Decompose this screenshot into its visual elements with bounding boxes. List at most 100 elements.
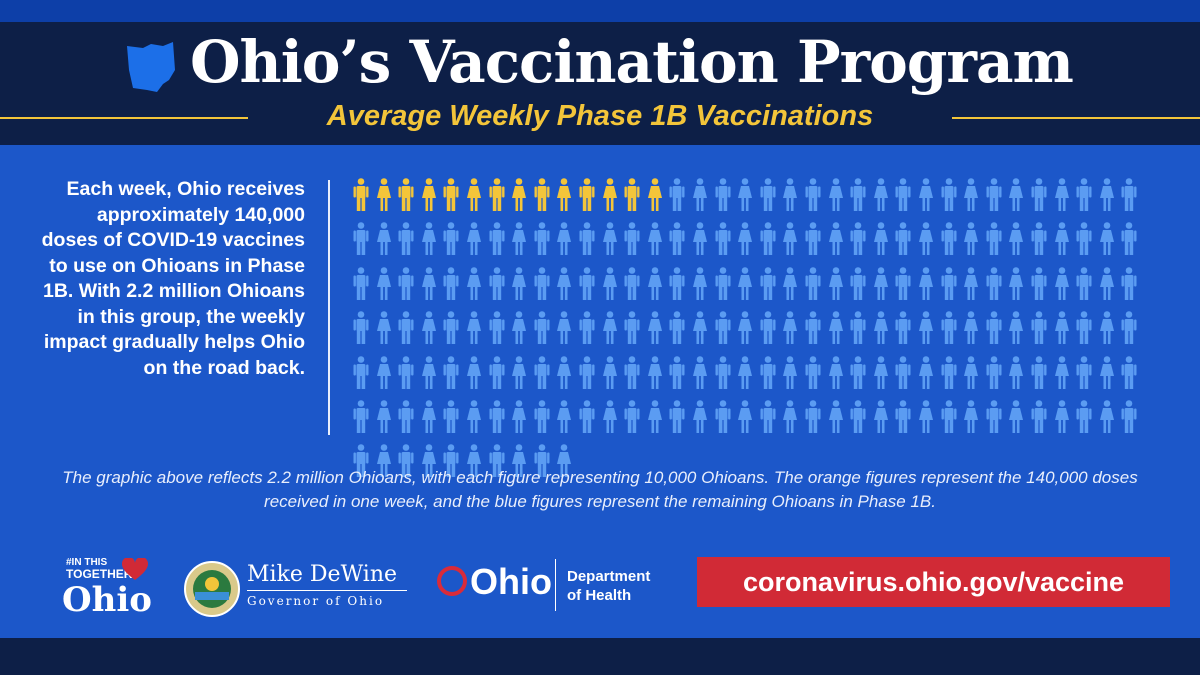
person-icon-remaining: [1009, 355, 1024, 389]
person-icon-remaining: [964, 355, 979, 389]
person-icon-remaining: [489, 222, 505, 256]
subtitle-rule-left: [0, 117, 248, 119]
person-icon-remaining: [579, 222, 595, 256]
person-icon-remaining: [850, 222, 866, 256]
person-icon-remaining: [1099, 266, 1114, 300]
person-icon-remaining: [353, 266, 369, 300]
person-icon-remaining: [602, 222, 617, 256]
person-icon-vaccinated: [579, 178, 595, 211]
person-icon-remaining: [1009, 400, 1024, 433]
person-icon-remaining: [941, 355, 957, 389]
person-icon-remaining: [1054, 222, 1069, 256]
page-title: Ohio’s Vaccination Program: [190, 28, 1074, 96]
person-icon-remaining: [919, 355, 933, 389]
person-icon-remaining: [602, 266, 617, 300]
person-icon-remaining: [873, 222, 888, 256]
person-icon-remaining: [443, 400, 459, 433]
person-icon-remaining: [1121, 400, 1137, 433]
person-icon-remaining: [1121, 311, 1137, 345]
person-icon-remaining: [986, 222, 1002, 256]
person-icon-remaining: [693, 355, 707, 389]
person-icon-remaining: [715, 400, 731, 433]
person-icon-remaining: [353, 355, 369, 389]
person-icon-remaining: [579, 311, 595, 345]
person-icon-remaining: [467, 444, 481, 478]
person-icon-remaining: [873, 355, 888, 389]
person-icon-remaining: [669, 355, 685, 389]
person-icon-remaining: [919, 178, 933, 211]
person-icon-remaining: [376, 311, 391, 345]
person-icon-remaining: [964, 178, 979, 211]
person-icon-remaining: [647, 266, 662, 300]
governor-rule: [247, 590, 407, 591]
person-icon-remaining: [738, 222, 753, 256]
person-icon-remaining: [1054, 400, 1069, 433]
person-icon-remaining: [443, 311, 459, 345]
person-icon-remaining: [1054, 355, 1069, 389]
person-icon-remaining: [941, 311, 957, 345]
person-icon-remaining: [489, 266, 505, 300]
person-icon-remaining: [512, 400, 527, 433]
person-icon-remaining: [919, 266, 933, 300]
person-icon-remaining: [986, 355, 1002, 389]
person-icon-remaining: [647, 311, 662, 345]
person-icon-remaining: [805, 178, 821, 211]
person-icon-remaining: [1009, 266, 1024, 300]
governor-name: Mike DeWine: [247, 562, 398, 587]
person-icon-remaining: [1009, 222, 1024, 256]
person-icon-remaining: [738, 266, 753, 300]
person-icon-remaining: [1099, 355, 1114, 389]
person-icon-remaining: [398, 222, 414, 256]
person-icon-remaining: [421, 222, 436, 256]
person-icon-remaining: [941, 266, 957, 300]
person-icon-remaining: [986, 400, 1002, 433]
person-icon-remaining: [376, 222, 391, 256]
header-band: [0, 0, 1200, 145]
odh-separator: [555, 559, 556, 611]
person-icon-remaining: [850, 311, 866, 345]
person-icon-remaining: [895, 311, 911, 345]
vaccine-url-link[interactable]: coronavirus.ohio.gov/vaccine: [697, 557, 1170, 607]
caption-text: The graphic above reflects 2.2 million O…: [62, 468, 1138, 511]
person-icon-remaining: [1076, 266, 1092, 300]
person-icon-remaining: [534, 400, 550, 433]
person-icon-remaining: [489, 444, 505, 478]
person-icon-remaining: [602, 355, 617, 389]
person-icon-remaining: [421, 311, 436, 345]
person-icon-remaining: [579, 400, 595, 433]
person-icon-remaining: [512, 222, 527, 256]
person-icon-remaining: [579, 266, 595, 300]
person-icon-remaining: [1099, 222, 1114, 256]
person-icon-remaining: [557, 266, 572, 300]
person-icon-remaining: [715, 266, 731, 300]
logo-ohio-word: Ohio: [62, 580, 152, 620]
person-icon-remaining: [467, 222, 481, 256]
person-icon-remaining: [828, 222, 843, 256]
person-icon-remaining: [579, 355, 595, 389]
person-icon-remaining: [443, 444, 459, 478]
person-icon-remaining: [443, 266, 459, 300]
person-icon-remaining: [602, 400, 617, 433]
person-icon-remaining: [557, 400, 572, 433]
logo-line-1: #IN THIS: [66, 557, 108, 568]
person-icon-remaining: [1009, 178, 1024, 211]
person-icon-remaining: [986, 266, 1002, 300]
person-icon-remaining: [669, 266, 685, 300]
person-icon-remaining: [489, 400, 505, 433]
person-icon-remaining: [353, 400, 369, 433]
person-icon-remaining: [760, 266, 776, 300]
person-icon-remaining: [1031, 311, 1047, 345]
person-icon-remaining: [1031, 266, 1047, 300]
person-icon-remaining: [398, 444, 414, 478]
person-icon-remaining: [669, 311, 685, 345]
logo-line-2: TOGETHER: [66, 567, 133, 581]
subtitle-rule-right: [952, 117, 1200, 119]
person-icon-remaining: [1099, 311, 1114, 345]
person-icon-remaining: [534, 222, 550, 256]
person-icon-vaccinated: [512, 178, 527, 211]
person-icon-remaining: [850, 400, 866, 433]
person-icon-remaining: [669, 222, 685, 256]
person-icon-remaining: [398, 400, 414, 433]
in-this-together-ohio-logo: #IN THIS TOGETHER Ohio: [58, 554, 168, 621]
ohio-o-ring-icon: [437, 566, 467, 596]
